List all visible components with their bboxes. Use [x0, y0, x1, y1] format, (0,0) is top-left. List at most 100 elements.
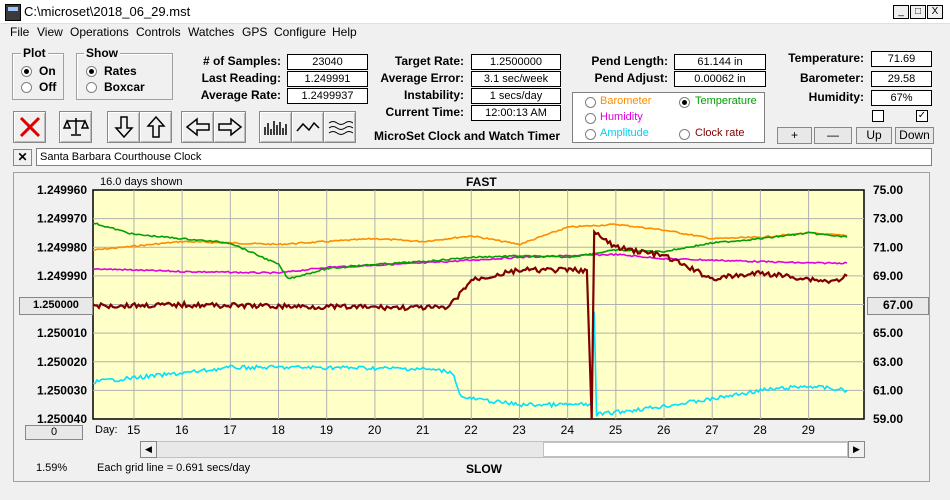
plot-off-radio[interactable] [21, 82, 32, 93]
left-center-value[interactable]: 1.250000 [19, 297, 93, 315]
series-layer [92, 222, 848, 420]
histogram-icon [263, 121, 287, 135]
humidity-radio[interactable] [585, 113, 596, 124]
x-tick-label: 23 [512, 423, 526, 437]
x-tick-label: 15 [127, 423, 141, 437]
right-tick-label: 65.00 [873, 326, 903, 340]
show-group-title: Show [84, 46, 120, 60]
menu-gps[interactable]: GPS [242, 25, 268, 39]
last-reading-value: 1.249991 [287, 71, 368, 87]
right-tick-label: 59.00 [873, 412, 903, 426]
percent-label: 1.59% [36, 462, 68, 474]
right-center-value[interactable]: 67.00 [867, 297, 929, 315]
series-temperature [92, 222, 848, 280]
menu-help[interactable]: Help [332, 25, 357, 39]
menu-file[interactable]: File [10, 25, 30, 39]
pend-length-value[interactable]: 61.144 in [674, 54, 766, 70]
amplitude-radio[interactable] [585, 129, 596, 140]
left-tick-label: 1.249970 [37, 212, 87, 226]
left-axis: 1.249960 1.249970 1.249980 1.249990 1.250010… [37, 183, 87, 426]
average-error-label: Average Error: [380, 71, 464, 85]
menu-watches[interactable]: Watches [188, 25, 235, 39]
x-tick-label: 25 [609, 423, 623, 437]
zero-button[interactable]: 0 [25, 425, 83, 440]
series-humidity [92, 252, 848, 275]
grid-note: Each grid line = 0.691 secs/day [97, 462, 251, 474]
plus-button[interactable]: + [777, 127, 812, 144]
left-tick-label: 1.250040 [37, 412, 87, 426]
up-button[interactable]: Up [856, 127, 892, 144]
minus-button[interactable]: — [814, 127, 852, 144]
scroll-thumb[interactable] [543, 442, 848, 457]
temperature-radio[interactable] [679, 97, 690, 108]
checkbox-2[interactable]: ✓ [916, 110, 928, 122]
multiwave-icon [328, 121, 353, 135]
x-tick-label: 19 [320, 423, 334, 437]
x-tick-label: 26 [657, 423, 671, 437]
down-arrow-button[interactable] [107, 111, 140, 143]
right-tick-label: 61.00 [873, 383, 903, 397]
x-axis: 15 16 17 18 19 20 21 22 23 24 25 26 27 28 29 [127, 423, 815, 437]
target-rate-value[interactable]: 1.2500000 [471, 54, 561, 70]
x-tick-label: 27 [705, 423, 719, 437]
barometer-radio[interactable] [585, 97, 596, 108]
arrow-down-icon [113, 116, 134, 139]
menu-view[interactable]: View [37, 25, 63, 39]
line-view-button[interactable] [291, 111, 324, 143]
balance-button[interactable] [59, 111, 92, 143]
down-button[interactable]: Down [895, 127, 934, 144]
arrow-right-icon [217, 117, 242, 137]
right-tick-label: 73.00 [873, 212, 903, 226]
multi-line-button[interactable] [323, 111, 356, 143]
chart-title: FAST [466, 175, 497, 189]
right-tick-label: 71.00 [873, 240, 903, 254]
right-tick-label: 75.00 [873, 183, 903, 197]
x-tick-label: 24 [561, 423, 575, 437]
clock-name-input[interactable]: Santa Barbara Courthouse Clock [36, 148, 932, 166]
average-error-value: 3.1 sec/week [471, 71, 561, 87]
clockrate-option: Clock rate [695, 127, 745, 139]
plot-on-radio[interactable] [21, 66, 32, 77]
close-button[interactable]: X [927, 5, 943, 19]
stop-button[interactable] [13, 111, 46, 143]
red-x-icon [19, 116, 40, 138]
grid-horizontal [93, 218, 864, 391]
temperature-option: Temperature [695, 95, 757, 107]
window-title: C:\microset\2018_06_29.mst [24, 4, 191, 19]
temperature-value: 71.69 [871, 51, 932, 67]
show-rates-radio[interactable] [86, 66, 97, 77]
arrow-left-icon [185, 117, 210, 137]
x-tick-label: 20 [368, 423, 382, 437]
menu-controls[interactable]: Controls [136, 25, 181, 39]
clear-clock-button[interactable]: ✕ [13, 149, 32, 166]
pend-length-label: Pend Length: [591, 54, 668, 68]
barometer-label: Barometer: [799, 71, 864, 85]
scroll-left-icon[interactable]: ◀ [140, 441, 157, 458]
wave-icon [295, 121, 320, 132]
checkbox-1[interactable] [872, 110, 884, 122]
minimize-button[interactable]: _ [893, 5, 909, 19]
app-icon [5, 4, 21, 21]
instability-value: 1 secs/day [471, 88, 561, 104]
up-arrow-button[interactable] [139, 111, 172, 143]
instability-label: Instability: [403, 88, 464, 102]
pend-adjust-value[interactable]: 0.00062 in [674, 71, 766, 87]
x-tick-label: 17 [223, 423, 237, 437]
right-arrow-button[interactable] [213, 111, 246, 143]
show-boxcar-radio[interactable] [86, 82, 97, 93]
arrow-up-icon [145, 115, 166, 138]
scroll-right-icon[interactable]: ▶ [848, 441, 865, 458]
x-tick-label: 16 [175, 423, 189, 437]
x-tick-label: 18 [272, 423, 286, 437]
samples-label: # of Samples: [202, 54, 281, 68]
maximize-button[interactable]: □ [910, 5, 926, 19]
series-barometer [92, 223, 848, 251]
menu-operations[interactable]: Operations [70, 25, 129, 39]
app-heading: MicroSet Clock and Watch Timer [374, 129, 561, 143]
title-bar: C:\microset\2018_06_29.mst _ □ X [0, 0, 950, 24]
clockrate-radio[interactable] [679, 129, 690, 140]
day-prefix: Day: [95, 424, 118, 436]
menu-configure[interactable]: Configure [274, 25, 327, 39]
left-tick-label: 1.249980 [37, 240, 87, 254]
x-tick-label: 21 [416, 423, 430, 437]
